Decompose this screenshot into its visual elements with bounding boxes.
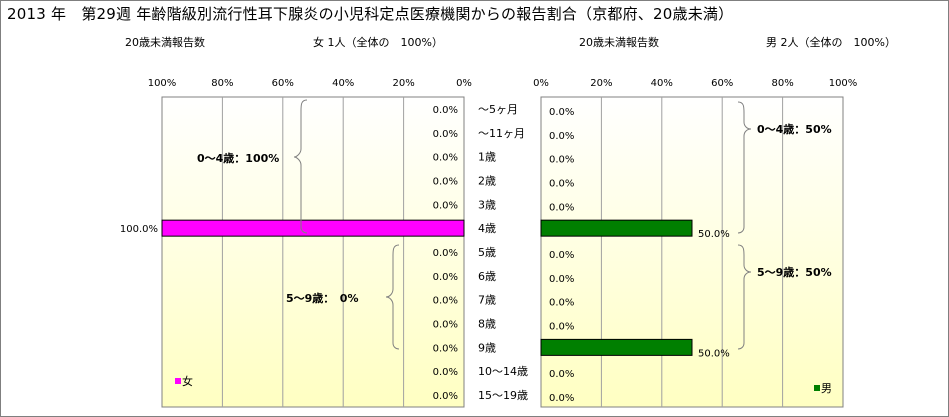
male-group-0-4-label: 0～4歳：50% bbox=[757, 122, 832, 136]
male-value-label: 0.0% bbox=[549, 155, 574, 166]
male-value-label: 0.0% bbox=[549, 322, 574, 333]
category-label: 2歳 bbox=[478, 174, 496, 187]
male-bracket-5-9 bbox=[737, 244, 752, 350]
female-value-label: 0.0% bbox=[433, 343, 458, 354]
category-label: ～5ヶ月 bbox=[478, 103, 518, 116]
female-value-label: 0.0% bbox=[433, 176, 458, 187]
category-label: ～11ヶ月 bbox=[478, 127, 525, 140]
male-value-label: 0.0% bbox=[549, 250, 574, 261]
category-label: 5歳 bbox=[478, 246, 496, 259]
female-count-value: 女 1人（全体の 100%） bbox=[313, 36, 443, 49]
category-label: 4歳 bbox=[478, 222, 496, 235]
chart-title: 2013 年 第29週 年齢階級別流行性耳下腺炎の小児科定点医療機関からの報告割… bbox=[7, 5, 734, 23]
female-value-label: 0.0% bbox=[433, 200, 458, 211]
female-value-label: 0.0% bbox=[433, 129, 458, 140]
category-label: 7歳 bbox=[478, 294, 496, 307]
male-legend-label: 男 bbox=[821, 382, 832, 395]
category-label: 15～19歳 bbox=[478, 389, 528, 402]
female-group-5-9-label: 5～9歳： 0% bbox=[286, 291, 358, 305]
female-plot-area bbox=[161, 96, 465, 408]
male-value-label: 0.0% bbox=[549, 274, 574, 285]
category-label: 10～14歳 bbox=[478, 365, 528, 378]
female-value-label: 0.0% bbox=[433, 153, 458, 164]
female-value-label: 0.0% bbox=[433, 320, 458, 331]
female-count-label: 20歳未満報告数 bbox=[125, 36, 205, 49]
category-label: 1歳 bbox=[478, 151, 496, 164]
female-value-label: 0.0% bbox=[433, 367, 458, 378]
female-bar bbox=[161, 219, 465, 237]
female-value-label: 100.0% bbox=[120, 224, 158, 235]
male-value-label: 50.0% bbox=[698, 348, 730, 359]
category-label: 8歳 bbox=[478, 318, 496, 331]
male-bracket-0-4 bbox=[737, 101, 752, 234]
male-value-label: 0.0% bbox=[549, 131, 574, 142]
female-x-tick-label: 20% bbox=[392, 78, 414, 89]
female-legend-label: 女 bbox=[182, 374, 193, 388]
male-group-5-9-label: 5～9歳：50% bbox=[757, 265, 832, 279]
male-bar bbox=[540, 219, 693, 237]
female-x-tick-label: 80% bbox=[211, 78, 233, 89]
female-value-label: 0.0% bbox=[433, 391, 458, 402]
male-value-label: 0.0% bbox=[549, 178, 574, 189]
female-x-tick-label: 40% bbox=[332, 78, 354, 89]
male-value-label: 50.0% bbox=[698, 229, 730, 240]
male-legend-swatch bbox=[814, 385, 820, 391]
male-value-label: 0.0% bbox=[549, 393, 574, 404]
category-label: 9歳 bbox=[478, 341, 496, 354]
male-bar bbox=[540, 338, 693, 356]
male-x-tick-label: 60% bbox=[711, 78, 733, 89]
female-legend-swatch bbox=[175, 378, 181, 384]
female-value-label: 0.0% bbox=[433, 296, 458, 307]
female-bracket-0-4 bbox=[293, 99, 308, 234]
female-value-label: 0.0% bbox=[433, 272, 458, 283]
male-x-tick-label: 100% bbox=[829, 78, 858, 89]
female-group-0-4-label: 0～4歳：100% bbox=[197, 151, 279, 165]
male-value-label: 0.0% bbox=[549, 107, 574, 118]
female-value-label: 0.0% bbox=[433, 105, 458, 116]
category-label: 3歳 bbox=[478, 198, 496, 211]
female-value-label: 0.0% bbox=[433, 248, 458, 259]
male-value-label: 0.0% bbox=[549, 202, 574, 213]
male-x-tick-label: 40% bbox=[651, 78, 673, 89]
male-x-tick-label: 80% bbox=[771, 78, 793, 89]
male-value-label: 0.0% bbox=[549, 369, 574, 380]
female-x-tick-label: 100% bbox=[148, 78, 177, 89]
male-plot-area bbox=[540, 96, 844, 408]
category-label: 6歳 bbox=[478, 270, 496, 283]
male-count-label: 20歳未満報告数 bbox=[579, 36, 659, 49]
female-x-tick-label: 0% bbox=[456, 78, 472, 89]
female-bracket-5-9 bbox=[385, 244, 400, 350]
male-x-tick-label: 20% bbox=[590, 78, 612, 89]
female-x-tick-label: 60% bbox=[272, 78, 294, 89]
male-value-label: 0.0% bbox=[549, 298, 574, 309]
male-x-tick-label: 0% bbox=[533, 78, 549, 89]
male-count-value: 男 2人（全体の 100%） bbox=[766, 36, 896, 49]
